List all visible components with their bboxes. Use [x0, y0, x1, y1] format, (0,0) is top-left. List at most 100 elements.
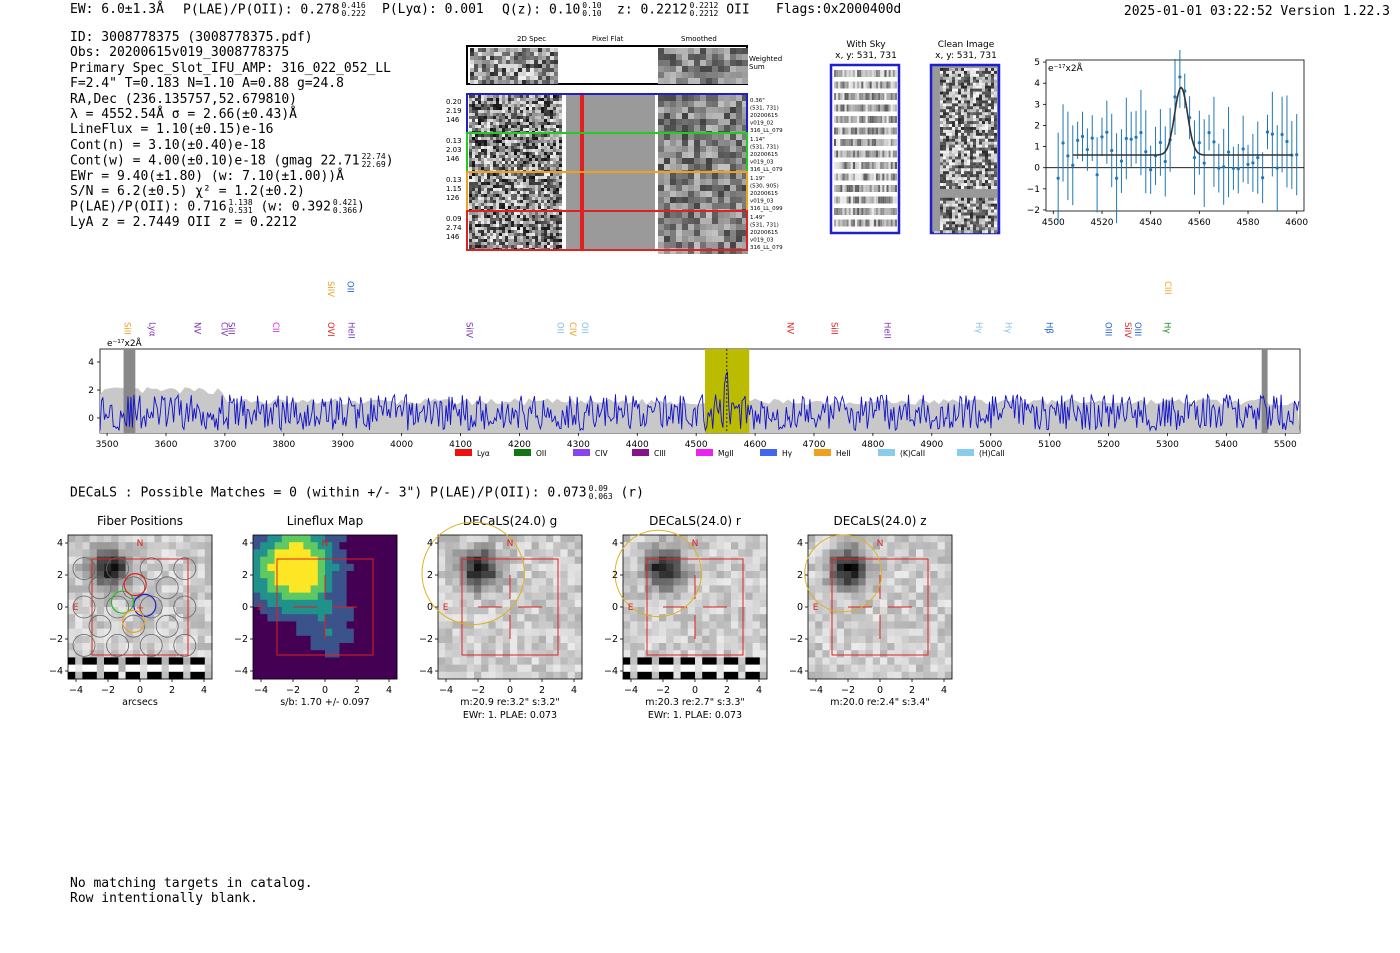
cutout-xtick-label: −4 [69, 685, 83, 696]
aperture-box [461, 558, 559, 656]
fit-point [1105, 130, 1109, 134]
legend-swatch [957, 449, 974, 456]
fit-point [1261, 176, 1265, 180]
legend-swatch [632, 449, 649, 456]
fiber-4 [121, 609, 146, 634]
row-stat: 0.13 [446, 176, 462, 184]
north-label: N [322, 539, 329, 549]
cutout-ytick-label: −4 [605, 666, 618, 677]
row-info: 316_LL_079 [750, 245, 783, 251]
row-info: v019_03 [750, 160, 774, 166]
spectral-line-label: CIV [218, 322, 228, 336]
cutout-xtick-label: 0 [137, 685, 143, 696]
row-info: 316_LL_079 [750, 128, 783, 134]
cutout-image [623, 535, 768, 680]
cutout-xtick-label: −4 [439, 685, 453, 696]
spectral-line-label: OIII [1132, 322, 1142, 336]
cutout-ytick-label: 2 [242, 570, 248, 581]
cutout-caption: m:20.0 re:2.4" s:3.4" [830, 697, 930, 708]
cutout-ytick-label: −2 [235, 634, 248, 645]
footer-line-1: No matching targets in catalog. [70, 876, 313, 891]
cutout-caption: s/b: 1.70 +/- 0.097 [280, 697, 369, 708]
fiber-circle [122, 576, 145, 600]
header-plae: P(LAE)/P(OII): 0.278 0.416 0.222 [183, 1, 366, 18]
fiber-2 [110, 590, 135, 614]
cutout-xtick-label: 4 [201, 685, 207, 696]
fiber-circle [88, 576, 112, 600]
spectral-line-label: OVI [325, 322, 335, 337]
fit-point [1110, 148, 1114, 153]
row-flat-marker [580, 173, 584, 210]
row-flat-marker [580, 95, 584, 132]
cutout-xtick-label: 4 [941, 685, 947, 696]
legend-label: Lyα [477, 449, 490, 458]
legend-label: MgII [718, 449, 734, 458]
row-2dspec [469, 173, 565, 212]
masked-region-2 [1261, 349, 1268, 433]
cutout-ytick-label: 0 [612, 602, 618, 613]
row-2dspec [469, 134, 565, 173]
fit-point [1265, 130, 1270, 134]
row-stat: 2.19 [446, 107, 462, 115]
cutout-title: DECaLS(24.0) z [833, 514, 926, 528]
cutout-ytick-label: 2 [612, 570, 618, 581]
imaging-cutouts: Fiber Positions + N E 4 2 0 −2 −4 −4 −2 0 2 4 arcsecs … [49, 510, 980, 725]
spec-ytick-label: 2 [88, 386, 94, 396]
row-gap-1 [562, 95, 565, 132]
aperture-box [91, 558, 189, 656]
spec-xtick-label: 3700 [213, 440, 236, 450]
spec-xtick-label: 5400 [1215, 440, 1238, 450]
weighted-sum-row [466, 45, 748, 85]
fit-point [1178, 75, 1182, 79]
row-info: 316_LL_079 [750, 167, 783, 173]
spectral-line-label: OII [555, 322, 565, 334]
fiber-circle [122, 614, 145, 638]
cutout-xtick-label: −4 [809, 685, 823, 696]
spectral-line-label: CII [270, 322, 280, 333]
cutout-ytick-label: −2 [50, 634, 63, 645]
spec-xtick-label: 4000 [390, 440, 413, 450]
spec-xtick-label: 4200 [508, 440, 531, 450]
row-2dspec [469, 95, 565, 134]
info-lineflux: LineFlux = 1.10(±0.15)e-16 [70, 122, 274, 138]
cutout-caption: m:20.3 re:2.7" s:3.3" [645, 697, 745, 708]
spectral-line-label: CIV [567, 322, 577, 336]
fit-xtick-label: 4520 [1091, 218, 1114, 228]
clean-mask [934, 68, 940, 231]
spectrum-line [99, 371, 1300, 432]
cutout-image [808, 535, 953, 680]
spec-xtick-label: 4100 [449, 440, 472, 450]
cutout-xtick-label: −4 [254, 685, 268, 696]
cutout-title: DECaLS(24.0) r [649, 514, 741, 528]
clean-title: Clean Image [938, 40, 995, 50]
spectral-line-label: Lyα [146, 322, 156, 337]
fit-point [1295, 153, 1299, 157]
fiber-circle [155, 576, 179, 600]
spectral-line-label: HeII [882, 322, 892, 339]
fit-point [1085, 147, 1089, 152]
row-stat: 146 [446, 155, 460, 163]
weighted-smoothed [658, 48, 748, 84]
fit-ytick-label: 5 [1034, 58, 1040, 68]
cutout-caption: m:20.9 re:3.2" s:3.2" [460, 697, 560, 708]
cutout-decals-r: DECaLS(24.0) r N E 4 2 0 −2 −4 −4 −2 0 2 4 m:20.3 re:… [604, 510, 785, 725]
spec-xtick-label: 4300 [567, 440, 590, 450]
spectral-line-label: SiIV [1122, 322, 1132, 338]
cutout-decals-z: DECaLS(24.0) z N E 4 2 0 −2 −4 −4 −2 0 2 4 m:20.0 re:… [789, 510, 970, 725]
fit-ytick-label: −2 [1027, 206, 1040, 216]
clean-coords: x, y: 531, 731 [935, 51, 997, 61]
header-row: EW: 6.0±1.3Å P(LAE)/P(OII): 0.278 0.416 0.… [70, 2, 1390, 24]
row-gap-2 [655, 212, 658, 249]
spec-xtick-label: 5000 [979, 440, 1002, 450]
info-primary: Primary Spec_Slot_IFU_AMP: 316_022_052_L… [70, 60, 391, 76]
spec-2d-svg: 2D Spec Pixel Flat Smoothed Weighted Sum… [446, 35, 783, 254]
line-fit-plot: e⁻¹⁷x2Å 5 4 3 2 1 0 −1 −2 4500 4520 4540 4560 4580 4… [1020, 46, 1310, 240]
north-label: N [692, 539, 699, 549]
fit-xtick-label: 4540 [1139, 218, 1162, 228]
row-info: v019_03 [750, 238, 774, 244]
info-fparams: F=2.4" T=0.183 N=1.10 A=0.88 g=24.8 [70, 76, 344, 92]
header-plya: P(Lyα): 0.001 [382, 2, 484, 17]
fit-point [1129, 137, 1133, 141]
